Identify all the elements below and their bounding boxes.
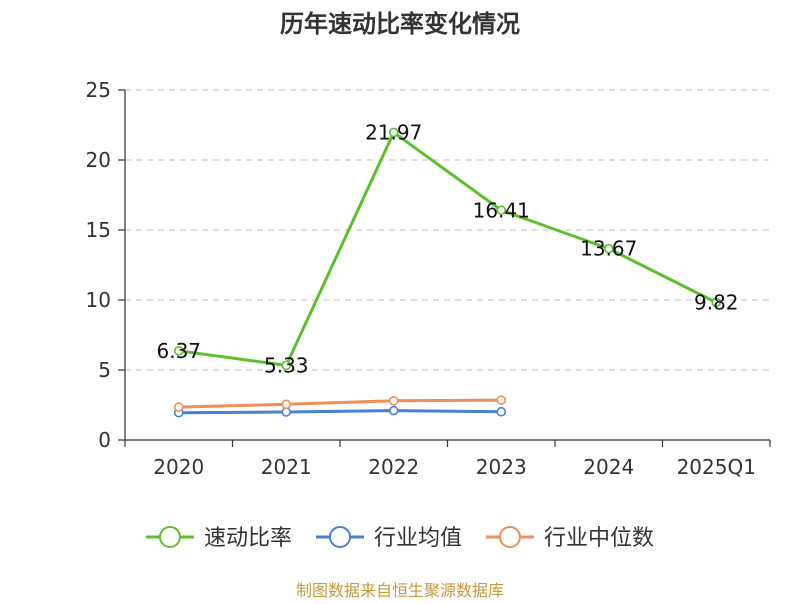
- data-label: 16.41: [473, 198, 530, 222]
- legend-label: 行业均值: [374, 526, 462, 551]
- grid-lines: [125, 89, 770, 371]
- data-label: 6.37: [156, 339, 201, 363]
- series-line: [178, 130, 717, 367]
- series-line: [178, 409, 502, 415]
- data-point: [388, 127, 399, 138]
- data-label: 5.33: [264, 353, 309, 377]
- source-note: 制图数据来自恒生聚源数据库: [296, 581, 504, 600]
- series-layer: [173, 127, 722, 418]
- legend-marker-icon: [159, 526, 181, 548]
- legend-label: 行业中位数: [544, 526, 654, 551]
- y-tick-label: 5: [98, 358, 111, 382]
- legend-marker-icon: [499, 526, 521, 548]
- x-tick-label: 2021: [261, 455, 312, 479]
- series-line: [178, 398, 502, 409]
- axes: 0 5 10 15 20 25 2020 2021 2022 2023 2024 2025Q1: [86, 78, 771, 479]
- data-label: 21.97: [365, 120, 422, 144]
- y-tick-label: 10: [86, 288, 111, 312]
- data-point: [281, 407, 292, 417]
- data-label: 9.82: [694, 291, 739, 315]
- y-tick-label: 20: [86, 148, 111, 172]
- data-point: [388, 405, 399, 416]
- y-tick-label: 0: [98, 428, 111, 452]
- data-point: [496, 205, 507, 216]
- x-tick-label: 2025Q1: [677, 455, 756, 479]
- data-labels: 6.37 5.33 21.97 16.41 13.67 9.82: [156, 120, 738, 377]
- data-point: [603, 243, 614, 254]
- data-point: [711, 297, 722, 308]
- data-point: [388, 395, 399, 406]
- data-point: [173, 346, 184, 356]
- data-point: [281, 360, 292, 371]
- data-point: [496, 406, 507, 417]
- data-point: [281, 399, 292, 410]
- y-tick-label: 15: [86, 218, 111, 242]
- x-tick-label: 2024: [583, 455, 634, 479]
- chart-title: 历年速动比率变化情况: [280, 10, 520, 38]
- x-tick-label: 2023: [476, 455, 527, 479]
- data-label: 13.67: [580, 237, 637, 261]
- legend-marker-icon: [329, 526, 351, 548]
- x-tick-label: 2020: [153, 455, 204, 479]
- legend: 速动比率 行业均值 行业中位数: [146, 526, 654, 551]
- legend-label: 速动比率: [204, 526, 292, 551]
- data-point: [173, 402, 184, 412]
- data-point: [496, 395, 507, 405]
- y-tick-label: 25: [86, 78, 111, 102]
- x-tick-label: 2022: [368, 455, 419, 479]
